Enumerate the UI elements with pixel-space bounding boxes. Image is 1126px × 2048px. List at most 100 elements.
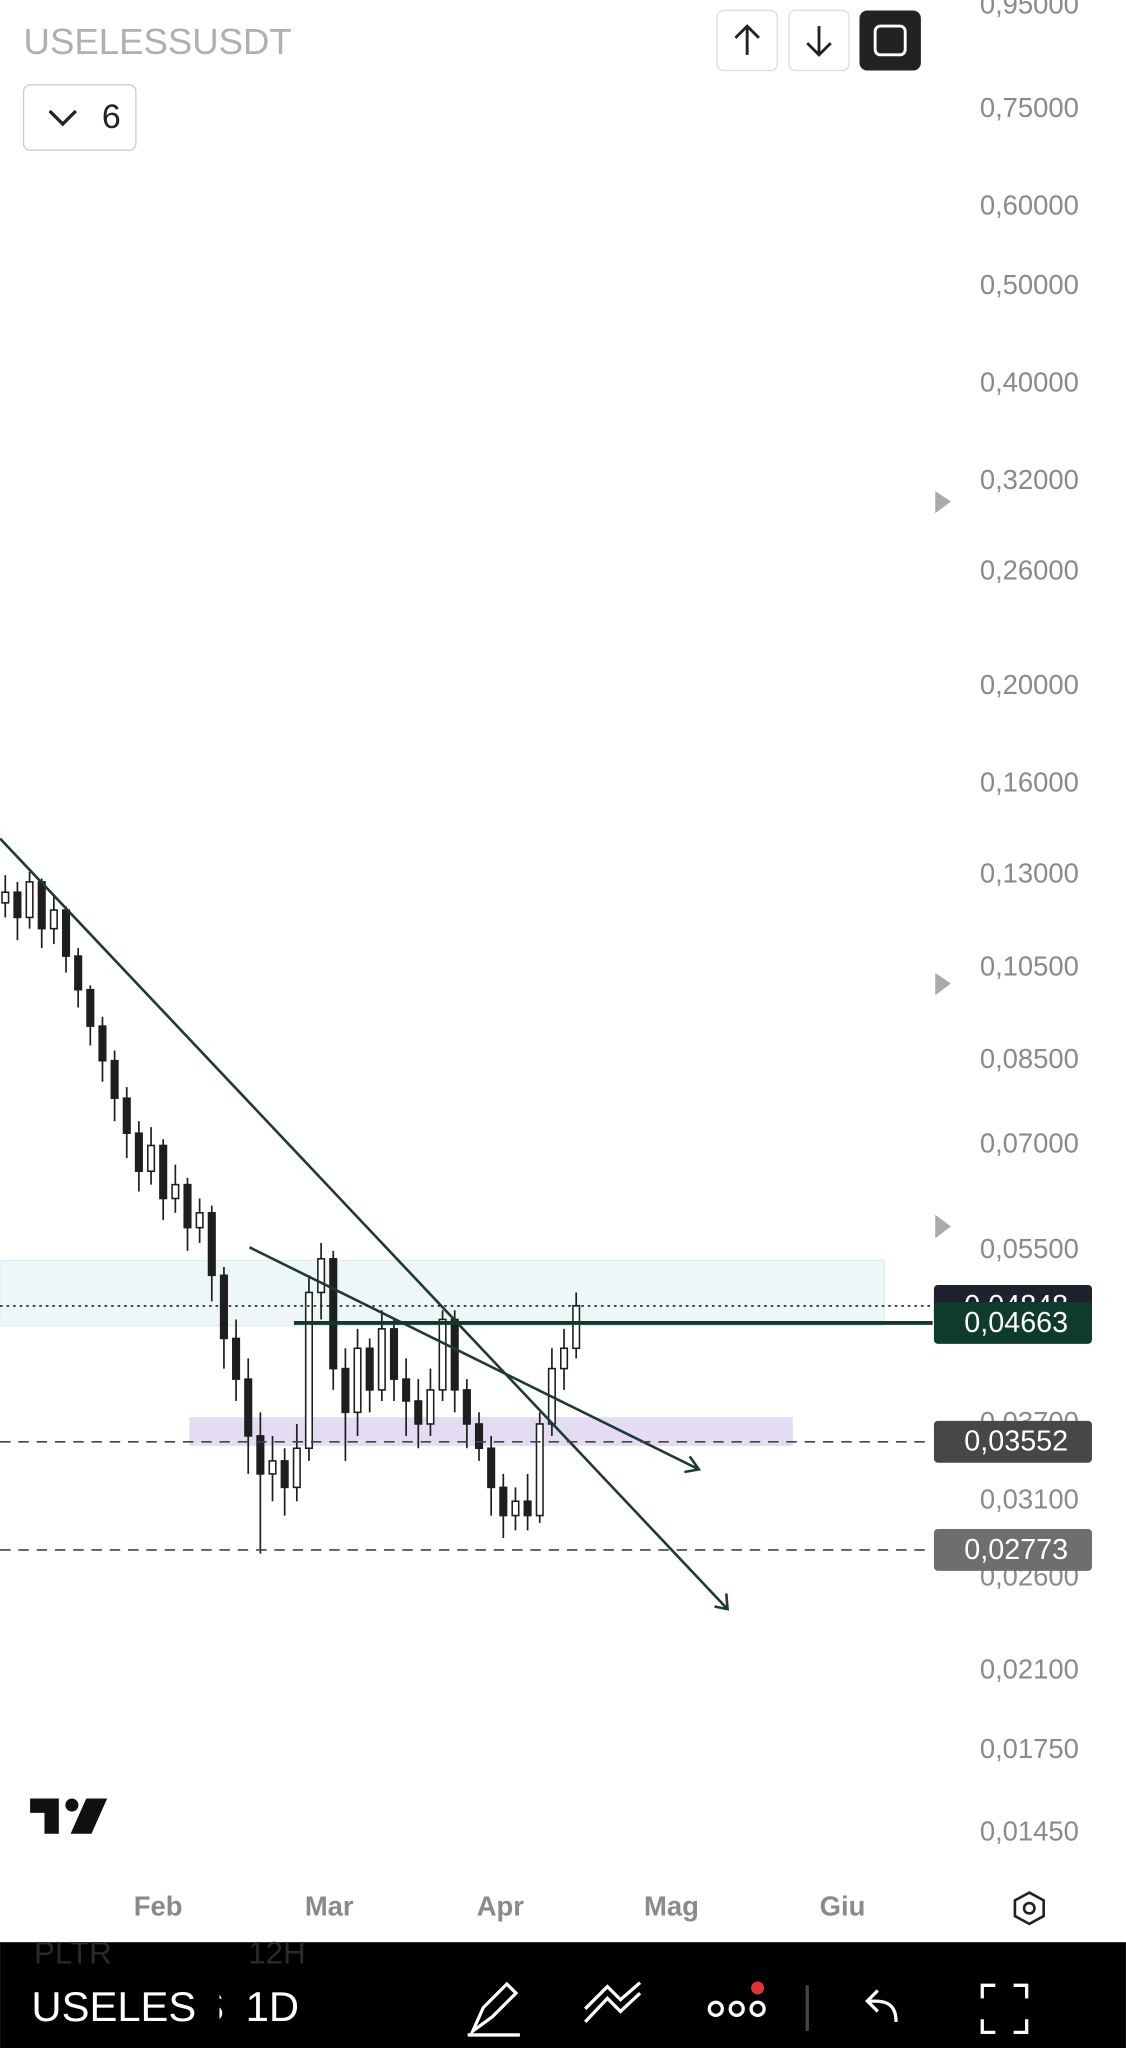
x-tick-label: Feb [134, 1890, 183, 1921]
up-icon [734, 24, 760, 55]
candle-body [86, 988, 95, 1027]
x-tick-label: Apr [477, 1890, 525, 1921]
more-icon [728, 2000, 745, 2017]
logo-part [65, 1798, 79, 1812]
y-tick-label: 0,07000 [980, 1128, 1079, 1159]
trend-line [248, 1246, 702, 1474]
candle-body [292, 1447, 301, 1489]
candle-body [450, 1318, 459, 1391]
candle-body [207, 1212, 216, 1277]
candle-body [74, 955, 83, 991]
y-tick-label: 0,26000 [980, 555, 1079, 586]
candle-body [13, 891, 22, 919]
fullscreen-icon [873, 24, 907, 57]
x-axis: Feb Mar Apr Mag Giu [134, 1890, 866, 1921]
price-tag-label: 0,03552 [964, 1426, 1068, 1458]
candle-body [110, 1059, 119, 1100]
y-tick-label: 0,01750 [980, 1733, 1079, 1764]
price-tag [933, 1302, 1092, 1344]
indicators-icon[interactable] [584, 1981, 642, 2023]
y-tick-label: 0,13000 [980, 857, 1079, 888]
notification-dot [751, 1981, 765, 1995]
candle-body [353, 1347, 362, 1414]
settings-icon[interactable] [1013, 1891, 1045, 1926]
candle-body [244, 1378, 253, 1437]
candle-body [49, 909, 58, 930]
y-tick-label: 0,75000 [980, 92, 1079, 123]
candle-body [159, 1144, 168, 1200]
settings-icon-dot [1022, 1901, 1036, 1915]
logo-part [30, 1798, 59, 1834]
candle-body [559, 1347, 569, 1370]
draw-icon[interactable] [467, 1981, 520, 2037]
price-tag-label: 0,04663 [964, 1307, 1068, 1339]
candle-body [414, 1400, 423, 1425]
logo [30, 1798, 108, 1834]
y-tick-label: 0,01450 [980, 1815, 1079, 1846]
toolbar-interval[interactable]: 1D [246, 1983, 299, 2030]
y-tick-label: 0,05500 [980, 1233, 1079, 1264]
candle-body [256, 1435, 265, 1475]
indicator-button[interactable] [22, 84, 137, 151]
candles [1, 871, 581, 1554]
candle-body [1, 891, 10, 904]
candle-body [171, 1183, 180, 1200]
y-tick-label: 0,20000 [980, 669, 1079, 700]
fade [195, 1978, 220, 2042]
fullscreen-button[interactable] [859, 10, 921, 71]
candle-body [268, 1460, 277, 1475]
y-tick-label: 0,08500 [980, 1043, 1079, 1074]
price-tag [933, 1529, 1092, 1571]
candle-body [523, 1500, 532, 1517]
toolbar-icons [467, 1981, 1029, 2037]
arrow [935, 491, 951, 514]
candle-body [61, 909, 71, 957]
candle-body [183, 1183, 192, 1229]
down-icon [806, 26, 832, 57]
candle-body [195, 1212, 204, 1229]
candle-body [365, 1347, 374, 1391]
candle-body [232, 1337, 241, 1380]
candle-body [438, 1318, 447, 1391]
trend-lines [0, 837, 730, 1611]
candle-body [426, 1389, 435, 1425]
candle-body [98, 1025, 107, 1062]
candle-body [487, 1447, 496, 1489]
toolbar-symbol[interactable]: USELESS [31, 1983, 224, 2030]
y-tick-label: 0,16000 [980, 767, 1079, 798]
fullscreen-icon[interactable] [980, 1983, 1029, 2034]
more-icon[interactable] [707, 2000, 724, 2017]
price-tag [933, 1420, 1092, 1463]
candle-body [377, 1328, 386, 1391]
x-tick-label: Giu [820, 1890, 866, 1921]
grid: 0,95000 0,75000 0,60000 0,50000 0,40000 0,320… [980, 0, 1079, 1846]
candle-body [280, 1460, 289, 1489]
candle-body [499, 1486, 508, 1517]
candle-body [535, 1423, 544, 1517]
candle-body [462, 1389, 471, 1425]
undo-icon[interactable] [865, 1989, 898, 2022]
candle-body [219, 1274, 228, 1340]
chevron-icon [48, 109, 77, 127]
y-tick-label: 0,10500 [980, 951, 1079, 982]
y-tick-label: 0,60000 [980, 189, 1079, 220]
candle-body [37, 881, 46, 930]
y-tick-label: 0,95000 [980, 0, 1079, 20]
indicator-count: 6 [102, 98, 121, 136]
trend-line [0, 837, 730, 1611]
candle-body [511, 1500, 520, 1517]
y-tick-label: 0,02100 [980, 1654, 1079, 1685]
candle-body [402, 1378, 411, 1402]
y-tick-label: 0,32000 [980, 464, 1079, 495]
candle-body [389, 1328, 399, 1380]
y-tick-label: 0,40000 [980, 366, 1079, 397]
x-tick-label: Mar [305, 1890, 354, 1921]
y-tick-label: 0,03100 [980, 1483, 1079, 1514]
symbol-title: USELESSUSDT [24, 21, 292, 62]
candle-body [474, 1423, 484, 1450]
candle-body [25, 881, 34, 919]
arrow [935, 973, 951, 996]
